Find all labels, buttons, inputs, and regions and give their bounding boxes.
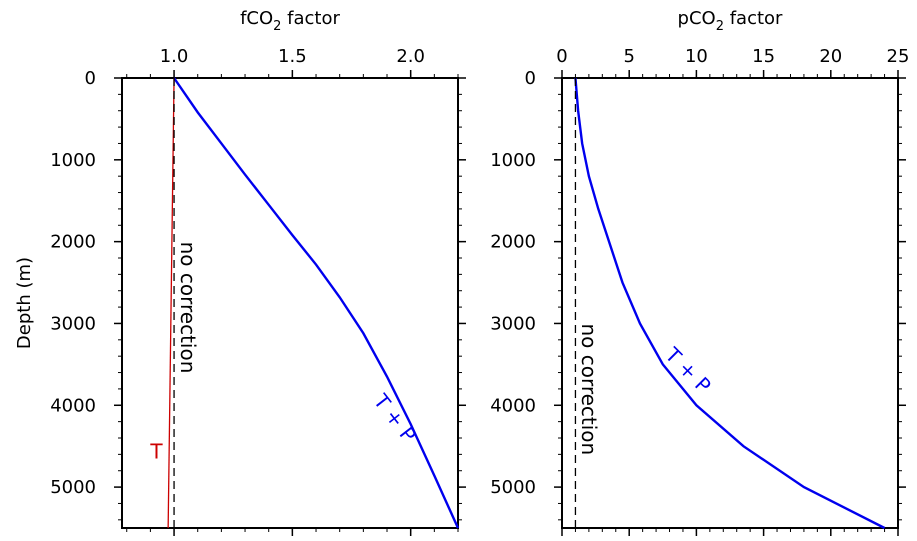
y-tick-label: 3000 <box>490 313 536 334</box>
y-tick-label: 4000 <box>490 395 536 416</box>
series-line-t-p <box>173 77 460 529</box>
y-tick-label: 0 <box>525 68 536 89</box>
x-tick-label: 20 <box>819 46 842 67</box>
x-tick-label: 25 <box>887 46 910 67</box>
x-tick-label: 10 <box>685 46 708 67</box>
y-axis-title: Depth (m) <box>14 257 35 349</box>
y-tick-label: 2000 <box>50 232 96 253</box>
fco2-panel: 1.0 1.5 2.0 0 1000 2000 3000 4000 5000 fCO2 facto… <box>14 8 466 536</box>
plot-frame <box>561 77 899 529</box>
x-axis-title: pCO2 factor <box>678 8 784 34</box>
y-tick-label: 2000 <box>490 232 536 253</box>
x-tick-label: 0 <box>556 46 567 67</box>
y-tick-label: 4000 <box>50 395 96 416</box>
y-tick-label: 5000 <box>490 477 536 498</box>
x-tick-label: 1.5 <box>278 46 307 67</box>
y-tick-label: 5000 <box>50 477 96 498</box>
plot-frame <box>121 77 459 529</box>
x-tick-label: 2.0 <box>396 46 425 67</box>
y-tick-label: 1000 <box>50 150 96 171</box>
y-tick-label: 1000 <box>490 150 536 171</box>
series-line-t <box>167 77 175 529</box>
annotation-no-correction: no correction <box>176 242 200 374</box>
annotation-no-correction: no correction <box>577 323 601 455</box>
x-tick-label: 5 <box>623 46 634 67</box>
x-tick-label: 1.0 <box>160 46 189 67</box>
annotation-t-p: T + P <box>368 389 421 447</box>
y-tick-label: 0 <box>85 68 96 89</box>
x-tick-label: 15 <box>752 46 775 67</box>
x-axis-title: fCO2 factor <box>240 8 340 34</box>
y-tick-label: 3000 <box>50 313 96 334</box>
annotation-t: T <box>149 439 163 463</box>
series-line-t-p <box>574 77 886 530</box>
pco2-panel: 0 5 10 15 20 25 0 1000 2000 3000 4000 5000 pCO2 fact… <box>490 8 909 536</box>
